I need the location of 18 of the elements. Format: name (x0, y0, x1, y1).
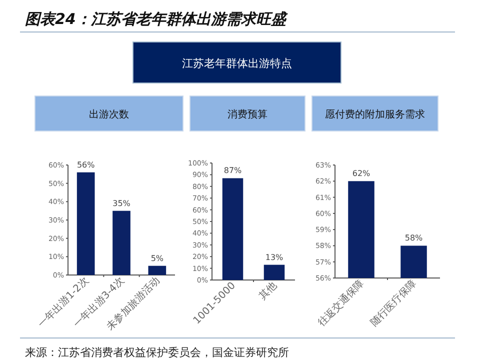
x-tick-label: 随行医疗保障 (368, 278, 419, 329)
data-label: 62% (352, 169, 371, 178)
data-label: 56% (76, 160, 96, 170)
chart-title: 消费预算 (228, 108, 268, 120)
bar (76, 172, 95, 275)
source-note: 来源：江苏省消费者权益保护委员会，国金证券研究所 (25, 346, 289, 359)
data-label: 13% (265, 252, 284, 262)
text: 图表24：江苏省老年群体出游需求旺盛 (25, 10, 288, 28)
data-label: 5% (150, 254, 164, 263)
x-tick-label: 其他 (256, 280, 280, 302)
chart-title: 愿付费的附加服务需求 (325, 108, 425, 120)
text: 江苏老年群体出游特点 (182, 57, 292, 70)
bar (148, 266, 166, 275)
bar (112, 210, 130, 275)
data-label: 35% (112, 198, 131, 208)
data-label: 87% (224, 166, 242, 176)
chart-title: 出游次数 (89, 108, 129, 120)
data-label: 58% (404, 234, 424, 243)
